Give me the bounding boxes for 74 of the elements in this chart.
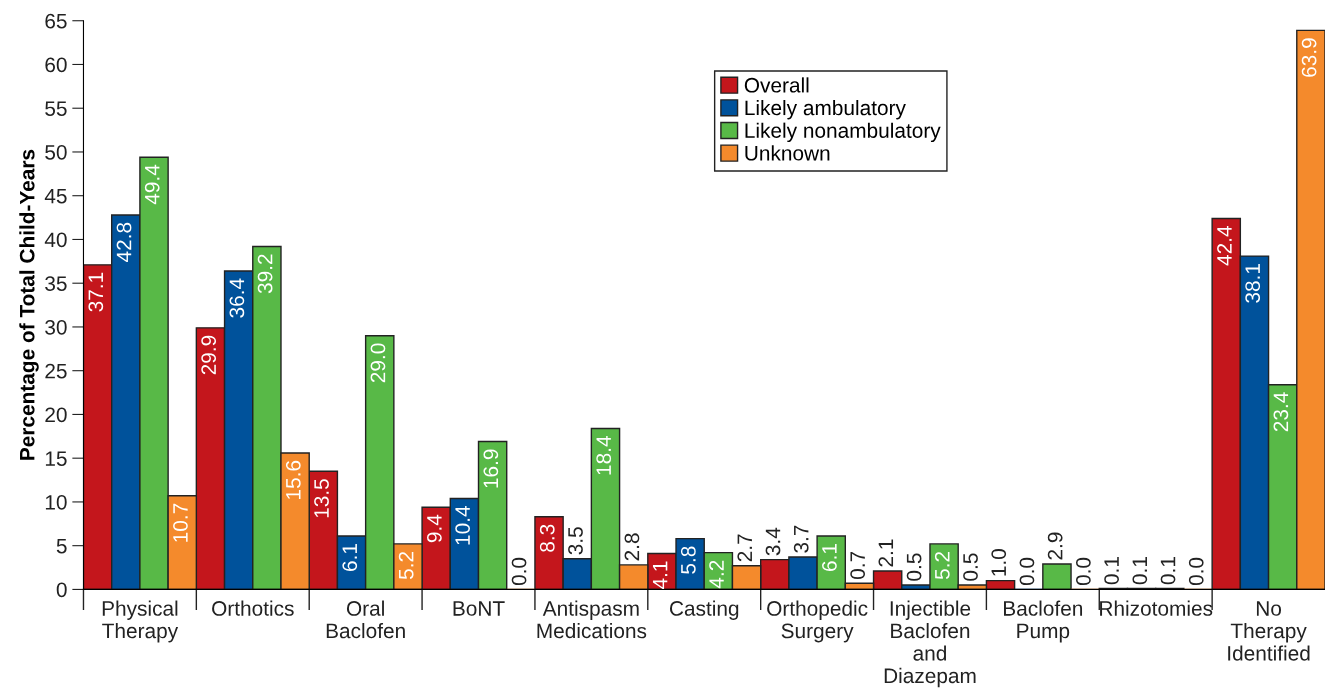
x-tick-label: Orthopedic Surgery [767,600,868,643]
y-tick-label: 50 [45,144,67,160]
x-tick-label: Rhizotomies [1100,600,1213,616]
data-label: 0.0 [1076,557,1091,586]
data-label: 2.7 [737,534,752,562]
data-label: 42.4 [1217,226,1232,266]
data-label: 0.7 [850,551,866,579]
data-label: 0.0 [1188,557,1204,586]
x-tick-label: Injectible Baclofen and Diazepam [884,600,976,688]
data-label: 0.1 [1160,557,1176,585]
data-label: 63.9 [1301,38,1317,77]
data-label: 18.4 [596,436,612,475]
data-label: 0.1 [1104,557,1119,585]
x-tick-label: Casting [669,600,739,620]
y-tick-label: 35 [45,276,67,291]
data-label: 13.5 [314,479,329,518]
data-label: 42.8 [116,222,132,263]
x-tick-label: Antispasm Medications [537,600,647,639]
data-label: 0.1 [1132,557,1148,585]
y-tick-label: 25 [45,363,67,379]
legend-label: Likely ambulatory [745,99,906,120]
y-tick-label: 5 [56,538,67,554]
y-tick-label: 0 [56,582,67,598]
data-label: 1.0 [991,549,1007,576]
data-label: 3.4 [765,527,781,556]
y-tick-label: 65 [45,13,67,29]
data-label: 49.4 [144,164,160,205]
data-label: 3.7 [793,525,809,553]
data-label: 38.1 [1245,264,1261,303]
data-label: 0.5 [963,553,978,581]
data-label: 6.1 [822,544,837,571]
y-tick-label: 30 [45,319,67,335]
data-label: 10.4 [455,506,470,545]
data-label: 8.3 [539,524,555,552]
data-label: 37.1 [88,272,104,312]
y-tick-label: 20 [45,407,67,423]
data-label: 15.6 [285,460,301,499]
y-axis-title: Percentage of Total Child-Years [19,149,39,460]
data-label: 4.2 [709,560,724,589]
data-label: 2.1 [878,539,894,567]
legend-label: Overall [744,77,809,93]
y-tick-label: 45 [44,188,67,204]
data-label: 0.5 [906,553,922,581]
data-label: 36.4 [229,278,245,318]
y-tick-label: 60 [45,57,67,73]
x-tick-label: Orthotics [212,600,294,616]
data-label: 10.7 [173,503,188,542]
data-label: 2.9 [1047,532,1063,560]
legend-label: Likely nonambulatory [745,122,941,143]
x-tick-label: Baclofen Pump [1004,600,1083,643]
x-tick-label: No Therapy Identified [1228,601,1310,661]
x-tick-label: Physical Therapy [102,600,179,643]
y-tick-label: 15 [45,451,67,466]
data-label: 9.4 [427,514,442,543]
y-tick-label: 55 [45,101,67,116]
data-label: 6.1 [342,544,358,571]
data-label: 0.0 [1019,557,1035,586]
x-tick-label: BoNT [453,601,505,616]
x-tick-label: Oral Baclofen [326,600,405,639]
data-label: 16.9 [483,449,499,488]
data-label: 29.9 [201,335,217,375]
data-label: 5.8 [680,546,696,574]
data-label: 5.2 [934,551,950,580]
data-label: 2.8 [624,533,640,561]
data-label: 5.2 [398,551,414,580]
data-label: 39.2 [257,254,273,294]
data-label: 4.1 [652,561,668,590]
data-label: 0.0 [511,557,527,586]
data-label: 23.4 [1273,392,1289,432]
y-tick-label: 40 [44,232,67,248]
data-label: 3.5 [568,527,583,555]
y-tick-label: 10 [45,494,67,510]
legend-label: Unknown [745,145,830,161]
data-label: 29.0 [370,343,386,383]
